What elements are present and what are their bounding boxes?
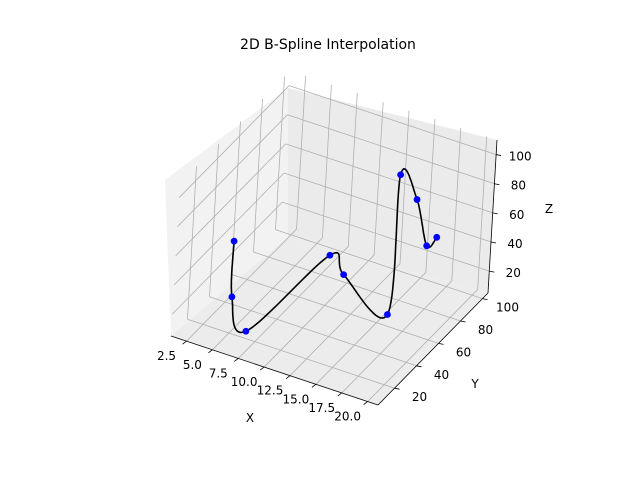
data-point xyxy=(242,327,250,335)
x-axis-line xyxy=(170,335,379,406)
grid-line-z-back xyxy=(283,172,492,243)
x-tick-mark xyxy=(311,383,317,388)
z-tick-label: 40 xyxy=(507,237,522,251)
z-axis-label: Z xyxy=(545,202,553,216)
data-point xyxy=(413,196,421,203)
z-tick-labels: 20 40 60 80 100 xyxy=(489,150,532,280)
z-tick-label: 20 xyxy=(506,266,521,280)
grid-line-x-back xyxy=(373,102,384,256)
x-tick-mark xyxy=(234,358,239,362)
grid-line-x-floor xyxy=(367,289,478,402)
grid-line-y-left xyxy=(253,98,263,253)
y-tick-label: 80 xyxy=(478,323,493,337)
grid-line-x-back xyxy=(347,93,358,247)
y-axis-label: Y xyxy=(470,377,479,391)
z-axis-line xyxy=(487,139,498,294)
x-tick-mark xyxy=(208,349,213,354)
z-tick-mark xyxy=(494,183,500,186)
x-tick-label: 20.0 xyxy=(334,410,361,424)
x-tick-label: 17.5 xyxy=(308,401,335,415)
z-tick-label: 60 xyxy=(509,208,524,222)
x-tick-mark xyxy=(337,392,343,397)
grid-line-z-back xyxy=(282,201,490,272)
z-tick-label: 100 xyxy=(509,150,532,164)
grid-line-z-left xyxy=(178,85,290,198)
x-axis-label: X xyxy=(246,411,254,425)
x-tick-label: 10.0 xyxy=(231,375,258,389)
grid-line-x-floor xyxy=(315,272,427,385)
pane-left xyxy=(165,88,288,336)
x-tick-mark xyxy=(363,401,368,405)
data-point xyxy=(384,311,391,318)
data-point xyxy=(397,171,405,179)
z-tick-mark xyxy=(496,154,502,156)
x-tick-mark xyxy=(259,366,265,371)
grid-line-x-back xyxy=(451,127,462,281)
axes-panes xyxy=(165,88,497,405)
y-tick-label: 40 xyxy=(434,368,449,382)
x-tick-label: 7.5 xyxy=(209,366,228,380)
grid-line-x-back xyxy=(399,110,410,264)
grid-line-y-floor xyxy=(187,318,395,389)
grid-line-z-left xyxy=(177,114,288,227)
plot-area xyxy=(228,167,441,335)
grid-line-y-left xyxy=(187,166,197,320)
data-point xyxy=(433,233,441,241)
y-tick-mark xyxy=(438,343,444,345)
z-tick-mark xyxy=(490,241,497,244)
x-tick-label: 12.5 xyxy=(257,384,284,398)
spline-curve xyxy=(230,167,438,334)
data-point xyxy=(228,293,236,301)
data-point xyxy=(340,271,348,279)
grid-line-z-back xyxy=(289,85,497,155)
data-point xyxy=(230,237,238,245)
data-point xyxy=(423,242,431,250)
grid-lines xyxy=(172,76,497,402)
grid-line-x-floor xyxy=(263,254,375,368)
x-tick-mark xyxy=(285,375,291,379)
grid-line-z-left xyxy=(173,172,285,286)
x-tick-label: 15.0 xyxy=(283,392,310,406)
grid-line-z-back xyxy=(285,143,493,214)
grid-line-z-left xyxy=(175,143,286,257)
grid-line-x-floor xyxy=(212,237,323,351)
grid-line-y-left xyxy=(275,76,285,230)
grid-line-y-floor xyxy=(231,274,439,344)
z-tick-mark xyxy=(489,270,495,273)
x-tick-label: 5.0 xyxy=(183,358,202,372)
x-tick-labels: 2.5 5.0 7.510.012.515.017.520.0 xyxy=(157,340,368,424)
grid-line-z-back xyxy=(287,114,495,185)
axis-lines xyxy=(170,139,498,406)
y-tick-mark xyxy=(394,387,400,390)
x-tick-label: 2.5 xyxy=(157,349,176,363)
z-tick-mark xyxy=(492,212,498,215)
grid-line-x-floor xyxy=(341,280,453,394)
grid-line-x-floor xyxy=(237,246,349,359)
grid-line-y-floor xyxy=(209,296,417,367)
data-point xyxy=(326,251,334,259)
z-tick-label: 80 xyxy=(511,179,526,193)
grid-line-z-left xyxy=(172,201,283,315)
grid-line-y-left xyxy=(209,143,219,297)
y-tick-label: 100 xyxy=(496,301,519,315)
grid-line-x-back xyxy=(296,76,306,230)
grid-line-y-floor xyxy=(253,251,461,322)
y-tick-mark xyxy=(482,298,488,300)
chart-title: 2D B-Spline Interpolation xyxy=(240,37,416,53)
y-tick-label: 60 xyxy=(456,345,471,359)
y-tick-mark xyxy=(460,320,466,323)
x-tick-mark xyxy=(182,340,187,345)
grid-line-x-floor xyxy=(289,263,401,376)
grid-line-y-floor xyxy=(275,229,483,299)
grid-line-x-back xyxy=(322,84,332,238)
y-tick-label: 20 xyxy=(412,390,427,404)
grid-line-x-floor xyxy=(186,228,297,342)
grid-line-x-back xyxy=(477,136,488,290)
y-tick-mark xyxy=(416,365,422,368)
pane-right xyxy=(288,88,497,293)
y-axis-line xyxy=(377,292,489,406)
